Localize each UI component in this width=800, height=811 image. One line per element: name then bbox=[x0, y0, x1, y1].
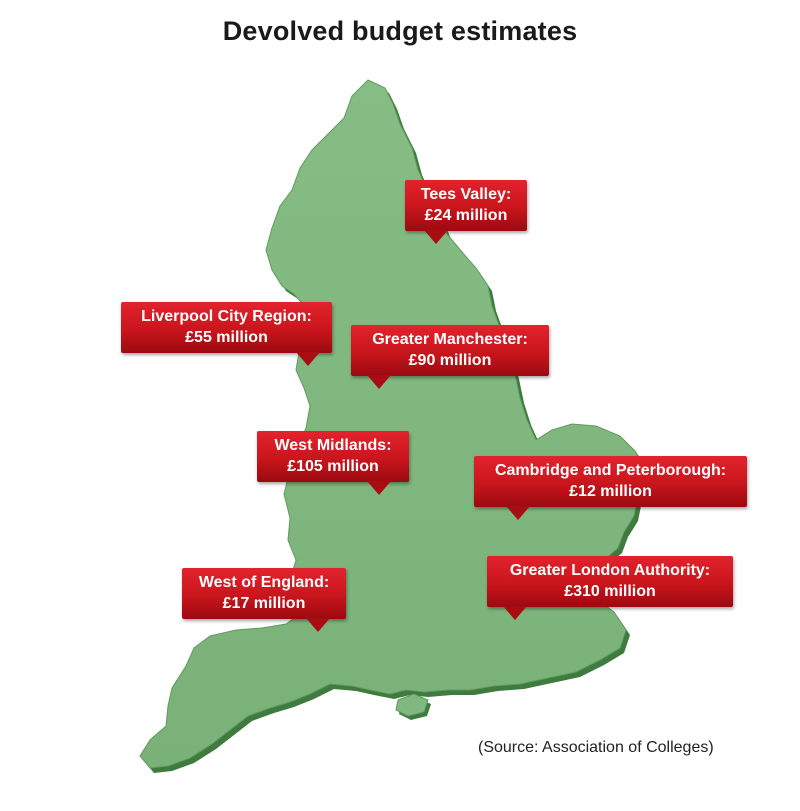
region-budget: £24 million bbox=[424, 207, 508, 224]
region-budget: £17 million bbox=[222, 595, 306, 612]
label-pointer bbox=[367, 481, 391, 495]
region-label-liverpool-city-region: Liverpool City Region: £55 million bbox=[121, 302, 332, 366]
region-budget: £12 million bbox=[569, 483, 652, 500]
label-pointer bbox=[506, 506, 530, 520]
region-name: Cambridge and Peterborough: bbox=[494, 462, 727, 479]
isle-of-wight-land bbox=[395, 693, 429, 717]
region-budget: £105 million bbox=[287, 458, 379, 475]
region-name: Tees Valley: bbox=[420, 186, 512, 203]
region-label-cambridge-peterborough: Cambridge and Peterborough: £12 million bbox=[474, 456, 747, 520]
region-label-west-midlands: West Midlands: £105 million bbox=[257, 431, 409, 495]
region-name: Liverpool City Region: bbox=[141, 308, 312, 325]
region-label-greater-manchester: Greater Manchester: £90 million bbox=[351, 325, 549, 389]
label-pointer bbox=[296, 352, 320, 366]
region-label-tees-valley: Tees Valley: £24 million bbox=[405, 180, 527, 244]
label-pointer bbox=[306, 618, 330, 632]
region-name: Greater Manchester: bbox=[372, 331, 528, 348]
region-name: West of England: bbox=[198, 574, 330, 591]
map-title: Devolved budget estimates bbox=[222, 16, 578, 46]
source-note: (Source: Association of Colleges) bbox=[478, 739, 714, 756]
label-pointer bbox=[367, 375, 391, 389]
region-label-greater-london: Greater London Authority: £310 million bbox=[487, 556, 733, 620]
region-name: Greater London Authority: bbox=[509, 562, 711, 579]
label-pointer bbox=[503, 606, 527, 620]
england-landmass bbox=[139, 79, 643, 769]
region-budget: £55 million bbox=[185, 329, 268, 346]
region-name: West Midlands: bbox=[274, 437, 392, 454]
label-pointer bbox=[424, 230, 448, 244]
region-budget: £90 million bbox=[408, 352, 492, 369]
region-label-west-of-england: West of England: £17 million bbox=[182, 568, 346, 632]
region-budget: £310 million bbox=[564, 583, 656, 600]
